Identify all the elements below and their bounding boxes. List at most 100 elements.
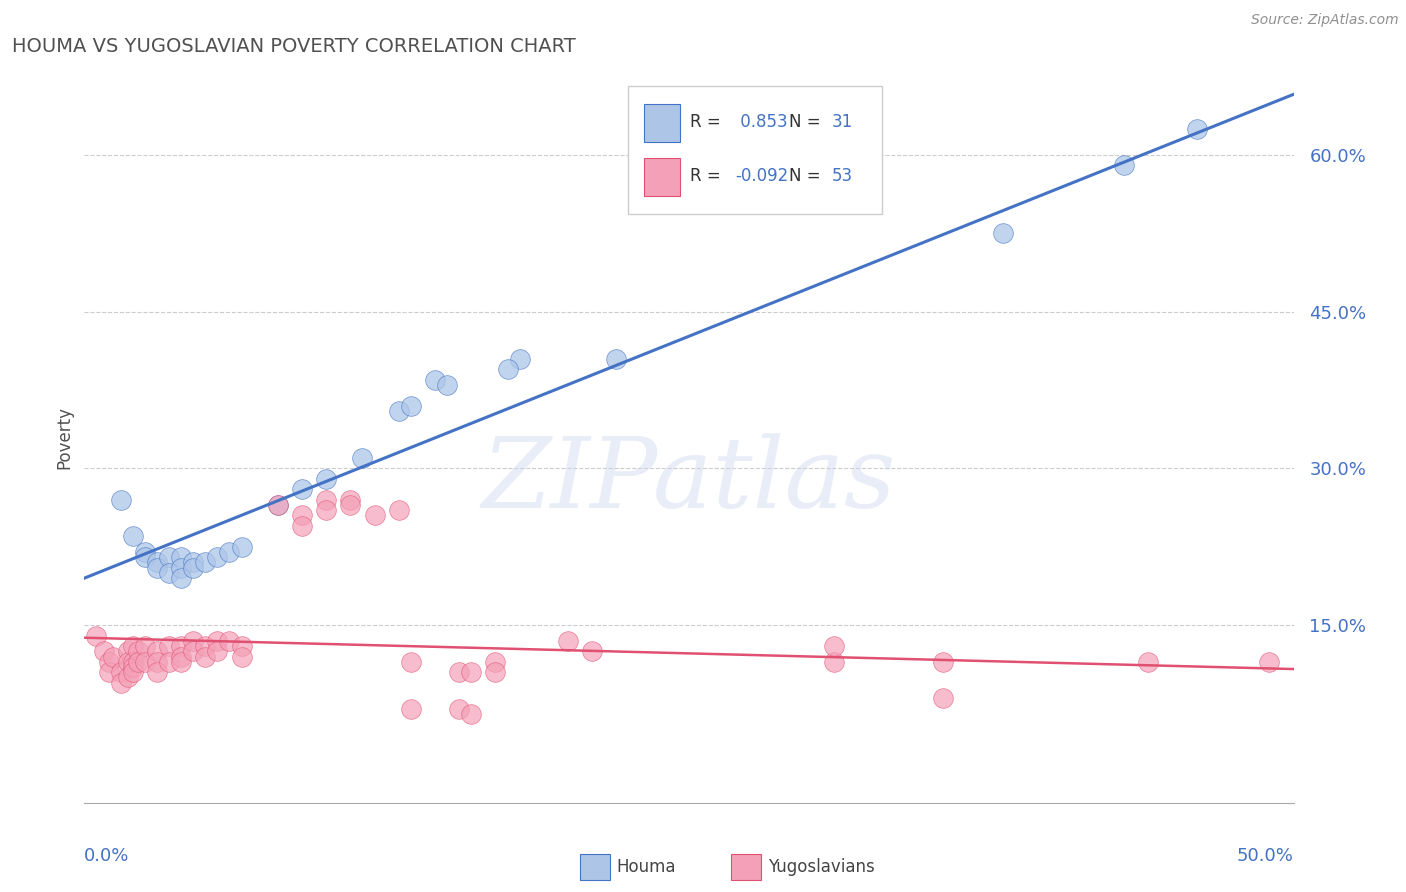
Point: [581, 644, 603, 658]
Point: [231, 639, 253, 653]
Point: [127, 644, 149, 658]
Point: [315, 503, 337, 517]
Point: [93, 644, 115, 658]
Point: [121, 639, 143, 653]
Point: [157, 550, 180, 565]
Point: [823, 639, 845, 653]
Point: [146, 560, 169, 574]
Point: [134, 655, 156, 669]
FancyBboxPatch shape: [731, 854, 762, 880]
Point: [315, 472, 337, 486]
FancyBboxPatch shape: [628, 86, 883, 214]
Point: [267, 498, 290, 512]
Point: [291, 483, 314, 497]
Point: [134, 550, 156, 565]
Point: [823, 655, 845, 669]
Point: [436, 377, 458, 392]
Point: [1114, 158, 1136, 172]
Point: [449, 702, 471, 716]
Point: [484, 665, 506, 680]
Point: [121, 665, 143, 680]
Point: [231, 540, 253, 554]
Point: [127, 655, 149, 669]
Point: [170, 649, 193, 664]
Point: [207, 633, 229, 648]
Point: [170, 655, 193, 669]
Point: [170, 550, 193, 565]
Point: [170, 560, 193, 574]
Point: [423, 373, 446, 387]
Point: [218, 633, 240, 648]
Point: [170, 571, 193, 585]
Point: [121, 529, 143, 543]
Text: N =: N =: [789, 112, 827, 131]
Point: [134, 639, 156, 653]
Point: [146, 665, 169, 680]
Point: [993, 227, 1015, 241]
Text: R =: R =: [690, 167, 725, 185]
Point: [97, 665, 120, 680]
Point: [557, 633, 579, 648]
Point: [932, 655, 955, 669]
Text: 50.0%: 50.0%: [1237, 847, 1294, 864]
Y-axis label: Poverty: Poverty: [55, 406, 73, 468]
Text: -0.092: -0.092: [735, 167, 789, 185]
Point: [291, 508, 314, 523]
Text: 0.0%: 0.0%: [84, 847, 129, 864]
Text: N =: N =: [789, 167, 827, 185]
Point: [388, 503, 411, 517]
Point: [194, 639, 217, 653]
Point: [194, 556, 217, 570]
Point: [460, 665, 482, 680]
Point: [103, 649, 125, 664]
Text: Yugoslavians: Yugoslavians: [768, 858, 875, 876]
Text: Source: ZipAtlas.com: Source: ZipAtlas.com: [1251, 13, 1399, 28]
Point: [181, 644, 204, 658]
Point: [1137, 655, 1160, 669]
Point: [207, 644, 229, 658]
Point: [496, 362, 519, 376]
Point: [157, 655, 180, 669]
Point: [291, 519, 314, 533]
Point: [339, 498, 361, 512]
Point: [363, 508, 385, 523]
Point: [932, 691, 955, 706]
FancyBboxPatch shape: [581, 854, 610, 880]
Point: [218, 545, 240, 559]
Point: [181, 633, 204, 648]
Point: [449, 665, 471, 680]
Point: [605, 351, 627, 366]
Point: [117, 644, 139, 658]
Point: [399, 399, 422, 413]
Text: HOUMA VS YUGOSLAVIAN POVERTY CORRELATION CHART: HOUMA VS YUGOSLAVIAN POVERTY CORRELATION…: [11, 37, 575, 56]
Point: [146, 655, 169, 669]
Point: [194, 649, 217, 664]
Point: [484, 655, 506, 669]
Point: [181, 556, 204, 570]
Point: [339, 492, 361, 507]
Point: [352, 450, 374, 465]
Text: R =: R =: [690, 112, 725, 131]
Point: [146, 644, 169, 658]
Point: [117, 655, 139, 669]
Point: [460, 706, 482, 721]
Point: [110, 675, 132, 690]
Point: [399, 702, 422, 716]
Point: [110, 665, 132, 680]
Point: [146, 556, 169, 570]
Point: [388, 404, 411, 418]
Point: [97, 655, 120, 669]
Point: [157, 639, 180, 653]
Point: [1258, 655, 1281, 669]
Point: [121, 655, 143, 669]
Point: [207, 550, 229, 565]
Point: [267, 498, 290, 512]
Text: 53: 53: [831, 167, 853, 185]
Point: [110, 492, 132, 507]
Text: 31: 31: [831, 112, 853, 131]
Point: [157, 566, 180, 580]
Text: 0.853: 0.853: [735, 112, 787, 131]
Point: [181, 560, 204, 574]
Point: [231, 649, 253, 664]
FancyBboxPatch shape: [644, 104, 681, 143]
